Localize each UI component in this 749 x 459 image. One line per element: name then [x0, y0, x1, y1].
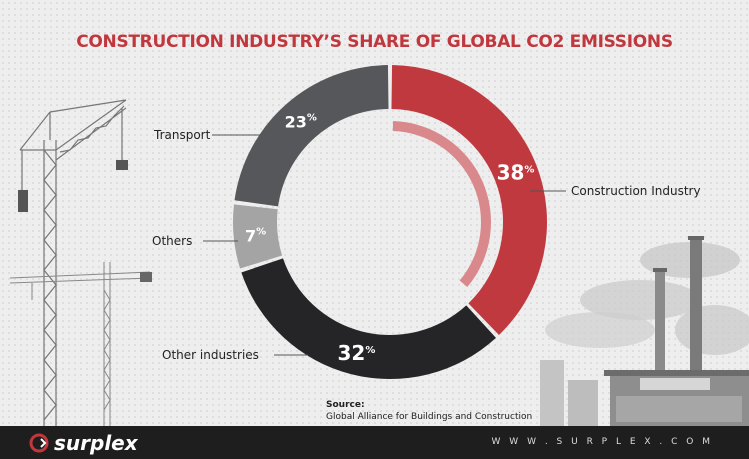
- source-heading: Source:: [326, 400, 365, 410]
- source-note: Source: Global Alliance for Buildings an…: [326, 399, 532, 423]
- source-text: Global Alliance for Buildings and Constr…: [326, 412, 533, 422]
- construction-accent-ring: [392, 121, 491, 287]
- second-crane-illustration: [9, 262, 151, 426]
- chart-title: CONSTRUCTION INDUSTRY’S SHARE OF GLOBAL …: [76, 32, 673, 52]
- slice-others: [233, 204, 283, 269]
- crane2-cab: [140, 272, 152, 282]
- slice-name-construction: Construction Industry: [571, 184, 701, 198]
- slice-name-other-industries: Other industries: [162, 348, 259, 362]
- tower-crane-illustration: [19, 99, 127, 426]
- website-url[interactable]: W W W . S U R P L E X . C O M: [491, 437, 713, 447]
- slice-name-others: Others: [152, 234, 193, 248]
- donut-chart: 38%32%7%23%: [233, 65, 548, 379]
- slice-other-industries: [241, 258, 496, 379]
- slice-construction-industry: [391, 65, 548, 336]
- surplex-logo-icon: [29, 433, 49, 453]
- brand-logo[interactable]: surplex: [54, 431, 138, 455]
- factory-illustration: [540, 236, 749, 426]
- crane-counterweight: [18, 190, 28, 212]
- footer-bar: [0, 426, 749, 459]
- crane-hook-load: [116, 160, 128, 170]
- slice-transport: [234, 65, 389, 207]
- slice-name-transport: Transport: [154, 128, 211, 142]
